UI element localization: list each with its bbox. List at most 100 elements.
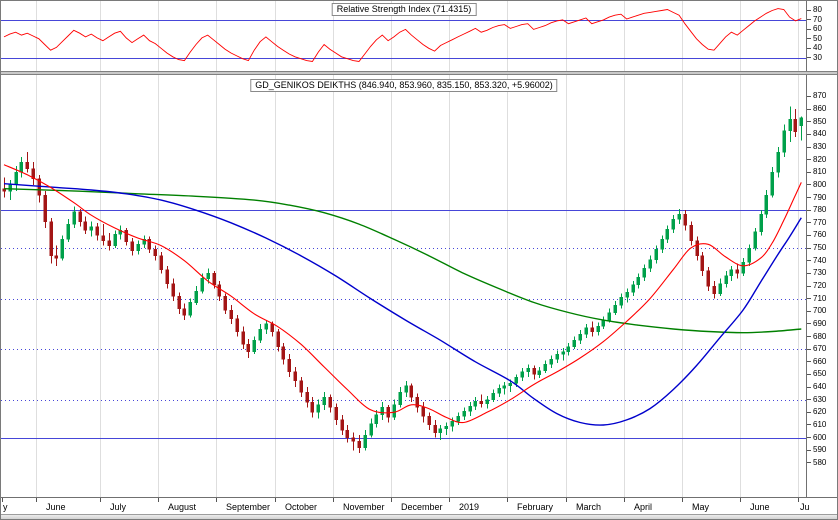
y-axis-label: 750 (813, 243, 827, 253)
y-axis-label: 650 (813, 369, 827, 379)
y-axis-tick (807, 171, 811, 173)
x-axis-label: May (692, 502, 710, 512)
y-axis-tick (807, 462, 811, 464)
y-axis-label: 680 (813, 331, 827, 341)
x-axis-label: March (576, 502, 602, 512)
y-axis-tick (807, 247, 811, 249)
y-axis-label: 720 (813, 281, 827, 290)
y-axis-label: 740 (813, 255, 827, 265)
panel-divider[interactable] (1, 71, 837, 75)
y-axis-tick (807, 146, 811, 148)
y-axis-label: 780 (813, 205, 827, 215)
y-axis-label: 590 (813, 445, 827, 455)
time-axis: y June July August September October November D… (1, 497, 837, 514)
y-axis-tick (807, 260, 811, 262)
price-y-axis: 870 860 850 840 830 820 810 800 790 780 770 760 750 7… (807, 75, 837, 497)
rsi-line (3, 8, 802, 62)
x-axis-label: June (46, 502, 66, 512)
y-axis-label: 820 (813, 154, 827, 164)
y-axis-label: 80 (813, 5, 822, 15)
y-axis-label: 580 (813, 457, 827, 467)
ma-medium-line (3, 183, 802, 426)
y-axis-tick (807, 336, 811, 338)
x-axis-tick (507, 498, 508, 502)
y-axis-label: 870 (813, 91, 827, 101)
y-axis-tick (807, 9, 811, 11)
y-axis-label: 620 (813, 407, 827, 417)
y-axis-tick (807, 424, 811, 426)
y-axis-tick (807, 47, 811, 49)
y-axis-tick (807, 159, 811, 161)
y-axis-label: 600 (813, 432, 827, 442)
y-axis-label: 800 (813, 179, 827, 189)
price-plot-area[interactable] (1, 75, 807, 497)
y-axis-tick (807, 209, 811, 211)
bottom-scrollbar[interactable] (1, 514, 837, 519)
y-axis-tick (807, 411, 811, 413)
x-axis-tick (682, 498, 683, 502)
y-axis-label: 760 (813, 230, 827, 240)
y-axis-tick (807, 298, 811, 300)
x-axis-label: July (110, 502, 127, 512)
y-axis-label: 860 (813, 104, 827, 114)
ma-fast-line (3, 164, 802, 424)
ma-slow-line (3, 188, 802, 334)
y-axis-tick (807, 95, 811, 97)
y-axis-tick (807, 38, 811, 40)
rsi-title: Relative Strength Index (71.4315) (331, 3, 477, 16)
y-axis-tick (807, 361, 811, 363)
y-axis-tick (807, 19, 811, 21)
price-level-lines (1, 210, 807, 439)
y-axis-tick (807, 399, 811, 401)
x-axis-label: Ju (800, 502, 810, 512)
y-axis-label: 730 (813, 268, 827, 278)
y-axis-label: 640 (813, 382, 827, 392)
x-axis-tick (391, 498, 392, 502)
x-axis-tick (100, 498, 101, 502)
x-axis-label: August (168, 502, 197, 512)
x-axis-tick (2, 498, 3, 502)
y-axis-tick (807, 386, 811, 388)
y-axis-label: 770 (813, 217, 827, 227)
y-axis-label: 790 (813, 192, 827, 202)
x-axis-label: September (226, 502, 271, 512)
y-axis-tick (807, 449, 811, 451)
y-axis-tick (807, 28, 811, 30)
price-month-gridlines (36, 75, 799, 497)
x-axis-label: April (634, 502, 653, 512)
rsi-title-text: Relative Strength Index (71.4315) (336, 4, 472, 14)
y-axis-label: 50 (813, 33, 822, 43)
y-axis-label: 40 (813, 43, 822, 53)
x-axis-label: y (3, 502, 8, 512)
y-axis-label: 850 (813, 116, 827, 126)
x-axis-label: November (343, 502, 385, 512)
rsi-y-axis: 80 70 60 50 40 30 (807, 1, 837, 71)
x-axis-tick (624, 498, 625, 502)
x-axis-label: June (750, 502, 770, 512)
rsi-threshold-lines (1, 20, 807, 59)
y-axis-tick (807, 57, 811, 59)
x-axis-label: October (285, 502, 318, 512)
y-axis-tick (807, 348, 811, 350)
y-axis-tick (807, 272, 811, 274)
y-axis-label: 710 (813, 293, 827, 303)
x-axis-label: February (517, 502, 554, 512)
y-axis-label: 830 (813, 142, 827, 152)
y-axis-tick (807, 310, 811, 312)
y-axis-tick (807, 184, 811, 186)
y-axis-tick (807, 133, 811, 135)
y-axis-label: 60 (813, 24, 822, 34)
y-axis-label: 610 (813, 419, 827, 429)
x-axis-label: December (401, 502, 443, 512)
x-axis-tick (158, 498, 159, 502)
x-axis-label: 2019 (459, 502, 480, 512)
x-axis-tick (798, 498, 799, 502)
y-axis-tick (807, 373, 811, 375)
y-axis-tick (807, 323, 811, 325)
y-axis-tick (807, 108, 811, 110)
y-axis-label: 700 (813, 306, 827, 316)
y-axis-label: 840 (813, 129, 827, 139)
price-title-text: GD_GENIKOS DEIKTHS (846.940, 853.960, 83… (255, 80, 553, 90)
y-axis-label: 70 (813, 14, 822, 24)
